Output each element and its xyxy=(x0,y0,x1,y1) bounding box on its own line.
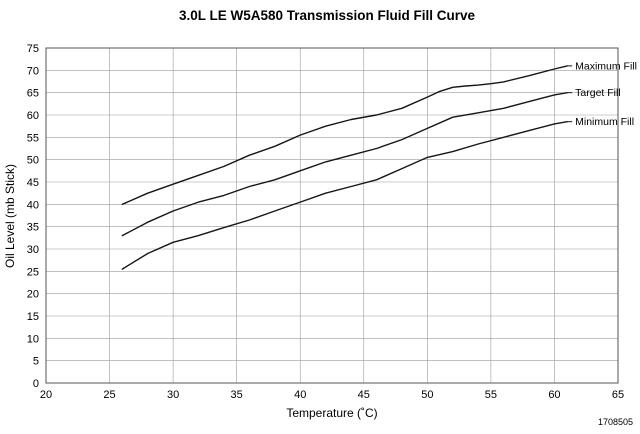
chart-title: 3.0L LE W5A580 Transmission Fluid Fill C… xyxy=(179,8,476,23)
y-tick-label: 15 xyxy=(27,311,39,323)
y-tick-label: 50 xyxy=(27,155,39,167)
y-tick-label: 40 xyxy=(27,199,39,211)
x-axis-label: Temperature (˚C) xyxy=(286,406,377,420)
y-tick-label: 55 xyxy=(27,132,39,144)
y-axis-label: Oil Level (mb Stick) xyxy=(3,164,17,268)
y-tick-label: 25 xyxy=(27,266,39,278)
x-tick-label: 65 xyxy=(612,389,624,401)
x-tick-label: 40 xyxy=(294,389,306,401)
x-tick-label: 55 xyxy=(485,389,497,401)
series-line xyxy=(121,91,568,237)
y-tick-label: 65 xyxy=(27,88,39,100)
figure-number: 1708505 xyxy=(598,417,633,427)
y-tick-label: 35 xyxy=(27,222,39,234)
y-tick-label: 5 xyxy=(33,356,39,368)
x-tick-label: 30 xyxy=(167,389,179,401)
y-tick-label: 30 xyxy=(27,244,39,256)
x-tick-label: 50 xyxy=(421,389,433,401)
series-label: Target Fill xyxy=(575,87,621,99)
x-tick-label: 35 xyxy=(231,389,243,401)
series-line xyxy=(121,65,568,206)
series-line xyxy=(121,120,568,270)
x-tick-label: 45 xyxy=(358,389,370,401)
y-tick-label: 0 xyxy=(33,378,39,390)
plot-area: 20 25 30 35 40 45 50 55 60 65 0 5 10 15 20 25 30 35 40 45 50… xyxy=(27,43,637,401)
x-tick-label: 25 xyxy=(103,389,115,401)
x-tick-label: 60 xyxy=(548,389,560,401)
series-label: Minimum Fill xyxy=(575,116,634,128)
x-tick-label: 20 xyxy=(40,389,52,401)
y-tick-label: 75 xyxy=(27,43,39,55)
y-tick-label: 45 xyxy=(27,177,39,189)
y-tick-label: 20 xyxy=(27,289,39,301)
y-tick-label: 60 xyxy=(27,110,39,122)
y-tick-label: 10 xyxy=(27,333,39,345)
y-tick-label: 70 xyxy=(27,65,39,77)
series-label: Maximum Fill xyxy=(575,60,637,72)
plot-border xyxy=(45,47,619,384)
